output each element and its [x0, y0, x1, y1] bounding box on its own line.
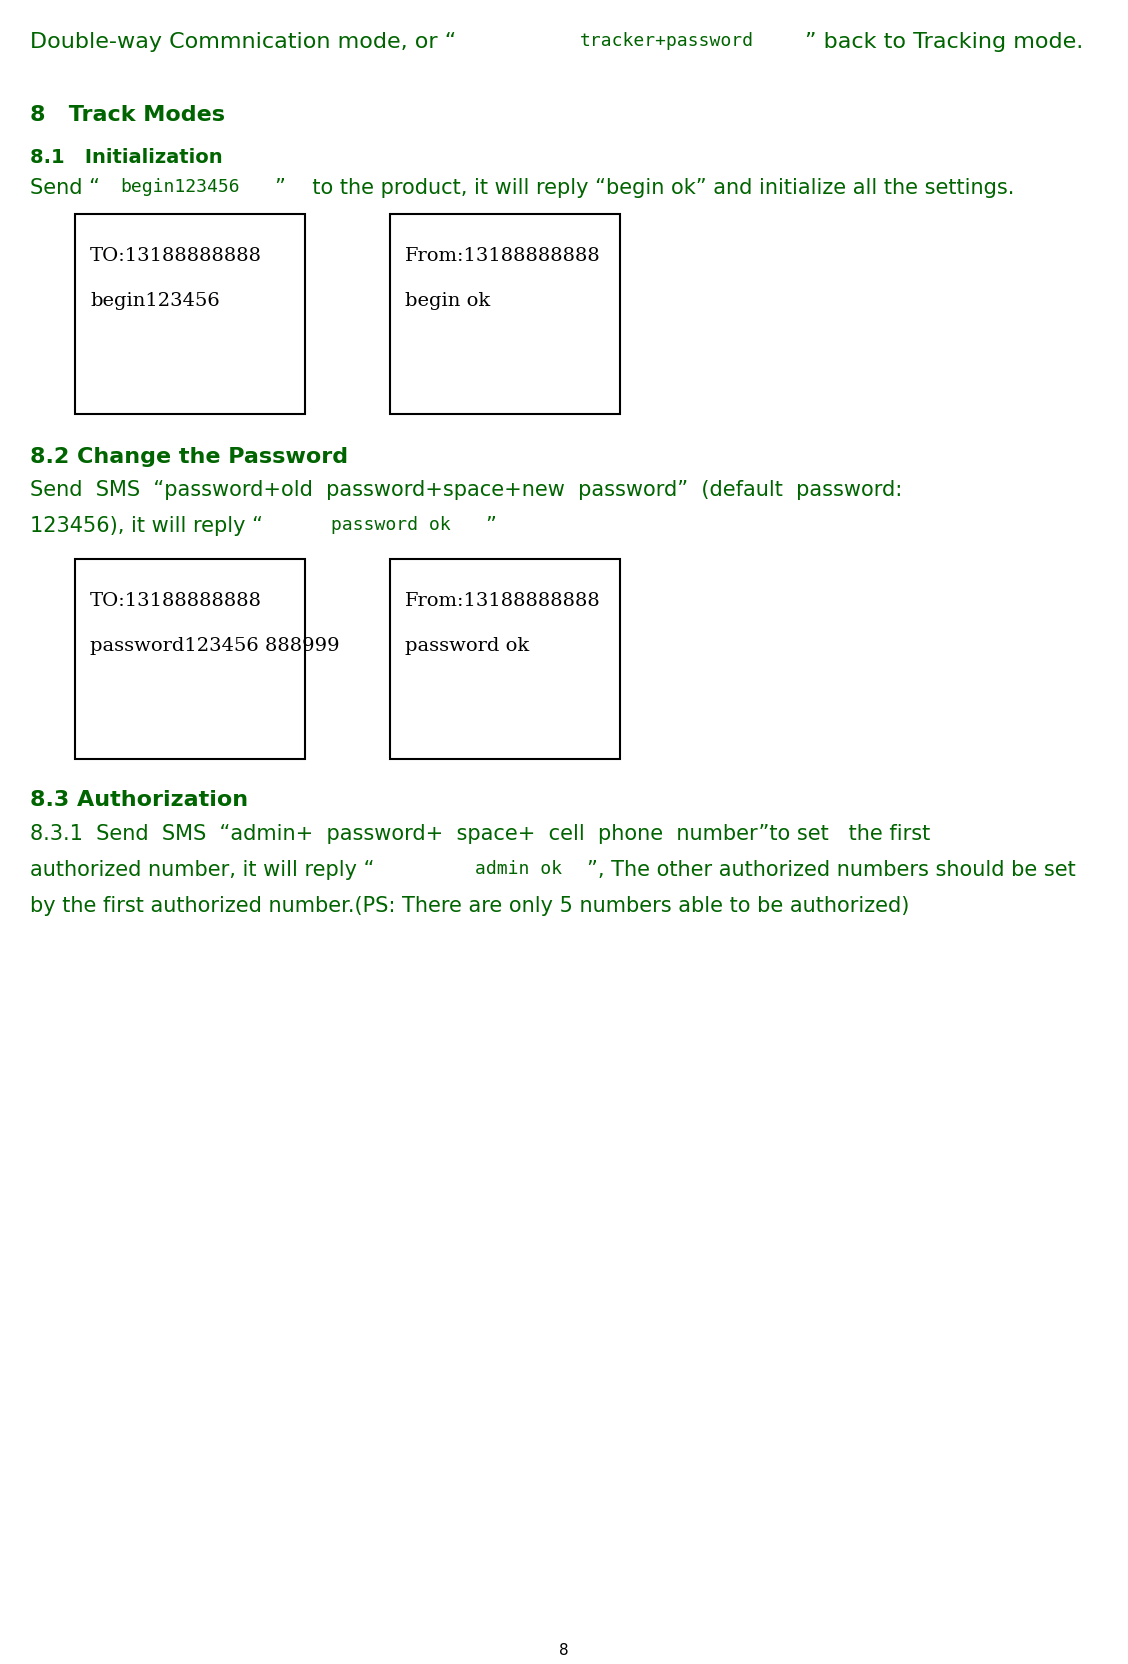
Text: Send  SMS  “password+old  password+space+new  password”  (default  password:: Send SMS “password+old password+space+ne… — [30, 479, 902, 499]
Text: 8.3.1  Send  SMS  “admin+  password+  space+  cell  phone  number”to set   the f: 8.3.1 Send SMS “admin+ password+ space+ … — [30, 824, 931, 844]
Text: begin ok: begin ok — [405, 291, 491, 310]
Text: 8.2 Change the Password: 8.2 Change the Password — [30, 446, 349, 466]
Text: TO:13188888888: TO:13188888888 — [90, 246, 262, 265]
Text: tracker+password: tracker+password — [580, 32, 754, 50]
Text: 123456), it will reply “: 123456), it will reply “ — [30, 516, 263, 536]
Bar — [390, 559, 620, 759]
Text: ”    to the product, it will reply “begin ok” and initialize all the settings.: ” to the product, it will reply “begin o… — [275, 178, 1014, 198]
Text: begin123456: begin123456 — [90, 291, 220, 310]
Text: Send “: Send “ — [30, 178, 100, 198]
Text: Double-way Commnication mode, or “: Double-way Commnication mode, or “ — [30, 32, 456, 52]
Bar — [74, 559, 305, 759]
Text: password ok: password ok — [331, 516, 450, 534]
Text: 8   Track Modes: 8 Track Modes — [30, 105, 224, 125]
Text: begin123456: begin123456 — [121, 178, 240, 196]
Text: password ok: password ok — [405, 637, 529, 654]
Text: authorized number, it will reply “: authorized number, it will reply “ — [30, 860, 374, 880]
Bar — [390, 215, 620, 414]
Text: ” back to Tracking mode.: ” back to Tracking mode. — [804, 32, 1083, 52]
Text: 8: 8 — [559, 1642, 569, 1657]
Text: From:13188888888: From:13188888888 — [405, 246, 601, 265]
Text: ”: ” — [485, 516, 496, 536]
Text: 8.1   Initialization: 8.1 Initialization — [30, 148, 222, 166]
Bar — [74, 215, 305, 414]
Text: From:13188888888: From:13188888888 — [405, 592, 601, 609]
Text: by the first authorized number.(PS: There are only 5 numbers able to be authoriz: by the first authorized number.(PS: Ther… — [30, 895, 909, 915]
Text: password123456 888999: password123456 888999 — [90, 637, 340, 654]
Text: admin ok: admin ok — [475, 860, 562, 877]
Text: TO:13188888888: TO:13188888888 — [90, 592, 262, 609]
Text: 8.3 Authorization: 8.3 Authorization — [30, 789, 248, 809]
Text: ”, The other authorized numbers should be set: ”, The other authorized numbers should b… — [587, 860, 1075, 880]
